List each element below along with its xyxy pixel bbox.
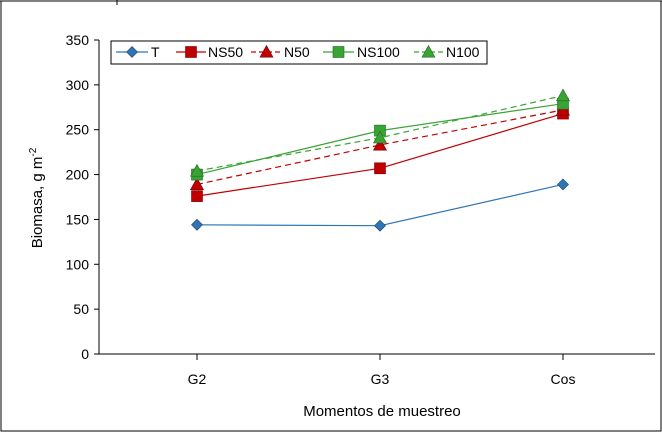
x-tick-label: G3	[371, 371, 390, 387]
data-point-ns50	[191, 190, 203, 202]
legend-box	[110, 40, 488, 65]
data-point-t	[191, 218, 203, 231]
y-axis-title: Biomasa, g m-2	[28, 147, 46, 248]
legend-marker	[185, 46, 197, 58]
x-axis-title: Momentos de muestreo	[303, 403, 461, 420]
y-tick-label: 50	[73, 301, 89, 317]
x-tick-label: Cos	[551, 371, 576, 387]
legend-label: NS100	[357, 44, 400, 60]
data-point-t	[557, 178, 569, 191]
legend-label: NS50	[208, 44, 243, 60]
legend-item-t: T	[116, 44, 160, 60]
y-tick-label: 100	[66, 256, 90, 272]
legend-item-ns50: NS50	[176, 44, 243, 60]
series-n100	[189, 88, 571, 177]
y-tick-label: 300	[66, 77, 90, 93]
data-point-t	[374, 219, 386, 232]
legend-label: N100	[446, 44, 480, 60]
data-point-n50	[372, 137, 388, 151]
legend-item-n100: N100	[414, 44, 480, 60]
legend: T NS50 N50 NS100 N100	[110, 40, 488, 65]
legend-label: T	[151, 44, 160, 60]
y-tick-label: 0	[81, 346, 89, 362]
y-axis-title-main: Biomasa, g m	[29, 157, 46, 249]
series-layer	[189, 88, 571, 232]
legend-item-n50: N50	[251, 44, 310, 60]
legend-label: N50	[284, 44, 310, 60]
data-point-n100	[372, 130, 388, 144]
x-tick-label: G2	[188, 371, 207, 387]
data-point-n100	[555, 88, 571, 102]
y-axis-title-superscript: -2	[28, 147, 39, 156]
axes: 0 50 100 150 200 250 300 350 G2 G3 Cos	[66, 32, 655, 387]
y-tick-label: 350	[66, 32, 90, 48]
series-t	[191, 178, 569, 232]
data-point-ns50	[374, 162, 386, 175]
legend-marker	[332, 46, 345, 58]
y-tick-label: 150	[66, 211, 90, 227]
legend-marker	[259, 44, 274, 58]
legend-marker	[421, 44, 436, 58]
legend-marker	[126, 46, 138, 58]
legend-item-ns100: NS100	[323, 44, 400, 60]
series-line-n50	[196, 109, 564, 186]
y-tick-label: 200	[66, 167, 90, 183]
data-point-n100	[189, 163, 205, 177]
y-tick-label: 250	[66, 122, 90, 138]
data-point-n50	[189, 177, 205, 190]
